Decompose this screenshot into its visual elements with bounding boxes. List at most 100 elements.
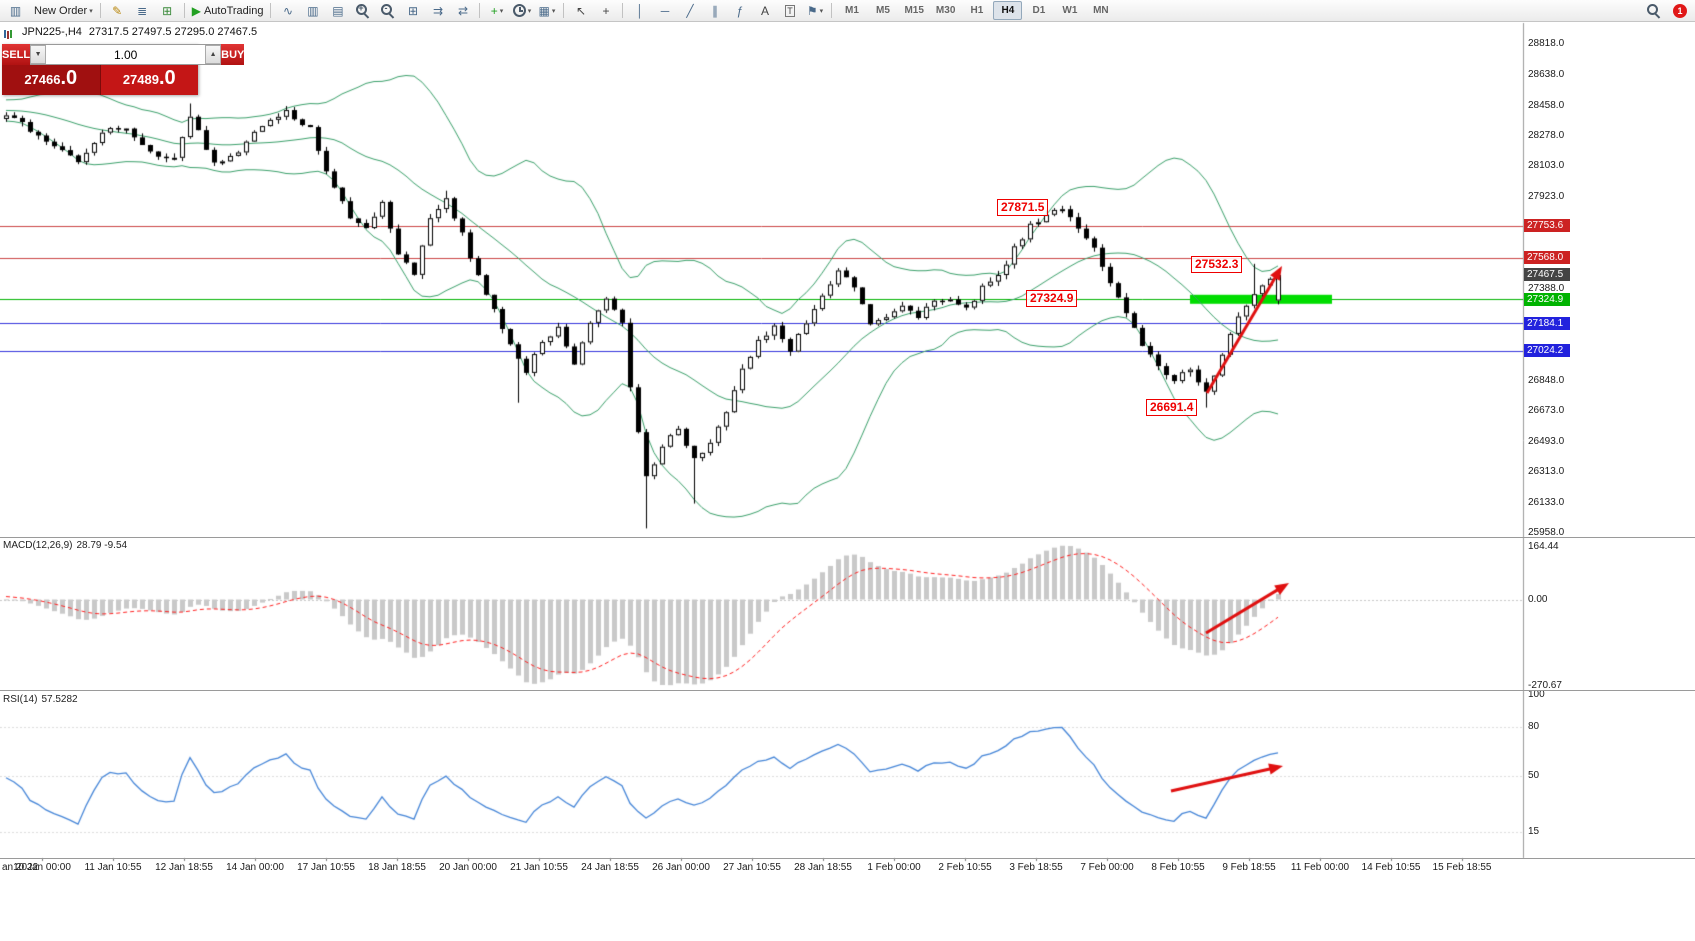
toolbar-separator xyxy=(270,3,272,18)
timeframe-mn[interactable]: MN xyxy=(1093,5,1109,16)
zoom-in-icon[interactable]: + xyxy=(350,0,375,21)
price-axis-tick: 26848.0 xyxy=(1528,374,1565,386)
main-toolbar: ▥ New Order ▾ ✎ ≣ ⊞ ▶ AutoTrading ∿ ▥ ▤ + - ⊞ ⇉ ⇄ + ▾ ▾ ▦ ▾ ↖… xyxy=(0,0,1695,22)
market-watch-icon[interactable]: ≣ xyxy=(137,3,148,18)
volume-decrease-button[interactable]: ▼ xyxy=(30,45,47,64)
search-icon[interactable] xyxy=(1641,0,1666,21)
equidistant-channel-icon[interactable]: ∥ xyxy=(711,3,718,18)
price-level-tag: 27753.6 xyxy=(1524,219,1570,233)
toolbar-separator xyxy=(563,3,565,18)
periods-button[interactable]: ▾ xyxy=(509,0,534,21)
time-axis-label: 3 Feb 18:55 xyxy=(1009,862,1063,873)
time-axis-label: 14 Jan 00:00 xyxy=(226,862,284,873)
horizontal-line-icon[interactable]: ─ xyxy=(660,3,670,18)
rsi-value: 57.5282 xyxy=(41,694,78,705)
price-axis-tick: 28818.0 xyxy=(1528,38,1565,49)
vertical-line-icon[interactable]: │ xyxy=(636,3,644,18)
time-axis-label: 14 Feb 10:55 xyxy=(1361,862,1421,873)
timeframe-m15[interactable]: M15 xyxy=(904,5,924,16)
time-axis-label: 21 Jan 10:55 xyxy=(510,862,568,873)
time-axis[interactable]: an 2022 10 Jan 00:00 11 Jan 10:55 12 Jan 18… xyxy=(0,860,1695,876)
autotrading-button[interactable]: ▶ AutoTrading xyxy=(191,3,264,18)
price-axis[interactable]: 28818.0 28638.0 28458.0 28278.0 28103.0 27923… xyxy=(1524,0,1695,941)
macd-label: MACD(12,26,9) 28.79 -9.54 xyxy=(3,540,127,551)
price-axis-tick: 28278.0 xyxy=(1528,130,1565,142)
fibonacci-icon[interactable]: ƒ xyxy=(736,3,744,18)
buy-button[interactable]: BUY xyxy=(221,44,245,65)
macd-axis-tick: 0.00 xyxy=(1528,593,1548,605)
rsi-title: RSI(14) xyxy=(3,694,38,705)
time-axis-label: 15 Feb 18:55 xyxy=(1432,862,1492,873)
timeframe-m5[interactable]: M5 xyxy=(876,5,890,16)
notification-badge[interactable]: 1 xyxy=(1673,3,1687,18)
price-annotation[interactable]: 27532.3 xyxy=(1191,256,1243,273)
price-annotation[interactable]: 27324.9 xyxy=(1026,290,1078,307)
bar-chart-icon[interactable]: ▥ xyxy=(307,3,319,18)
time-axis-label: 24 Jan 18:55 xyxy=(581,862,639,873)
templates-button[interactable]: ▦ ▾ xyxy=(538,3,556,18)
candle-chart-icon[interactable]: ▤ xyxy=(332,3,344,18)
volume-stepper: ▼ ▲ xyxy=(30,44,222,65)
price-axis-tick: 27388.0 xyxy=(1528,282,1565,294)
panel-separator[interactable] xyxy=(0,537,1695,538)
auto-scroll-icon[interactable]: ⇉ xyxy=(432,3,443,18)
price-digits: 27466 xyxy=(24,72,61,87)
symbol-period-label: JPN225-,H4 xyxy=(22,26,82,38)
time-axis-label: 8 Feb 10:55 xyxy=(1151,862,1205,873)
rsi-axis-tick: 100 xyxy=(1528,689,1545,700)
time-axis-label: 10 Jan 00:00 xyxy=(13,862,71,873)
trendline-icon[interactable]: ╱ xyxy=(686,3,694,18)
indicators-icon[interactable]: ∿ xyxy=(282,3,293,18)
toolbar-separator xyxy=(99,3,101,18)
volume-input[interactable] xyxy=(46,45,206,64)
text-icon[interactable]: A xyxy=(760,3,769,18)
timeframe-h4[interactable]: H4 xyxy=(993,1,1023,20)
candlestick-icon xyxy=(4,27,15,38)
add-indicator-button[interactable]: + ▾ xyxy=(490,3,504,18)
zoom-out-icon[interactable]: - xyxy=(375,0,400,21)
toolbar-separator xyxy=(831,3,833,18)
panel-separator[interactable] xyxy=(0,858,1695,859)
metaeditor-icon[interactable]: ✎ xyxy=(112,3,123,18)
crosshair-icon[interactable]: + xyxy=(602,3,610,18)
price-digits: 27489 xyxy=(122,72,159,87)
time-axis-label: 12 Jan 18:55 xyxy=(155,862,213,873)
cursor-icon[interactable]: ↖ xyxy=(575,3,586,18)
timeframe-m1[interactable]: M1 xyxy=(845,5,859,16)
price-axis-tick: 26133.0 xyxy=(1528,497,1565,509)
new-order-button[interactable]: New Order ▾ xyxy=(34,4,93,17)
timeframe-m30[interactable]: M30 xyxy=(935,5,956,16)
price-level-tag: 27024.2 xyxy=(1524,344,1570,358)
toolbar-separator xyxy=(479,3,481,18)
tile-windows-icon[interactable]: ⊞ xyxy=(407,3,418,18)
timeframe-d1[interactable]: D1 xyxy=(1032,5,1046,16)
text-label-icon[interactable]: T xyxy=(785,4,795,17)
timeframe-h1[interactable]: H1 xyxy=(970,5,984,16)
price-level-tag: 27184.1 xyxy=(1524,316,1570,330)
rsi-label: RSI(14) 57.5282 xyxy=(3,694,78,705)
price-axis-tick: 27923.0 xyxy=(1528,191,1565,203)
price-axis-tick: 28103.0 xyxy=(1528,160,1565,172)
arrows-dropdown[interactable]: ⚑ ▾ xyxy=(806,3,824,18)
buy-price[interactable]: 27489.0 xyxy=(100,65,198,95)
new-chart-icon[interactable]: ▥ xyxy=(9,3,22,18)
price-level-tag: 27467.5 xyxy=(1524,268,1570,282)
sell-price[interactable]: 27466.0 xyxy=(2,65,101,95)
chart-shift-icon[interactable]: ⇄ xyxy=(457,3,468,18)
timeframe-w1[interactable]: W1 xyxy=(1062,5,1078,16)
price-axis-tick: 26493.0 xyxy=(1528,435,1565,447)
time-axis-label: 18 Jan 18:55 xyxy=(368,862,426,873)
price-axis-tick: 28638.0 xyxy=(1528,68,1565,80)
price-annotation[interactable]: 27871.5 xyxy=(997,199,1049,216)
time-axis-label: 27 Jan 10:55 xyxy=(723,862,781,873)
macd-title: MACD(12,26,9) xyxy=(3,540,73,551)
time-axis-label: 9 Feb 18:55 xyxy=(1222,862,1276,873)
price-annotation[interactable]: 26691.4 xyxy=(1146,399,1198,416)
price-level-tag: 27568.0 xyxy=(1524,251,1570,265)
sell-button[interactable]: SELL xyxy=(2,44,31,65)
panel-separator[interactable] xyxy=(0,690,1695,691)
navigator-icon[interactable]: ⊞ xyxy=(162,3,173,18)
volume-increase-button[interactable]: ▲ xyxy=(205,45,222,64)
